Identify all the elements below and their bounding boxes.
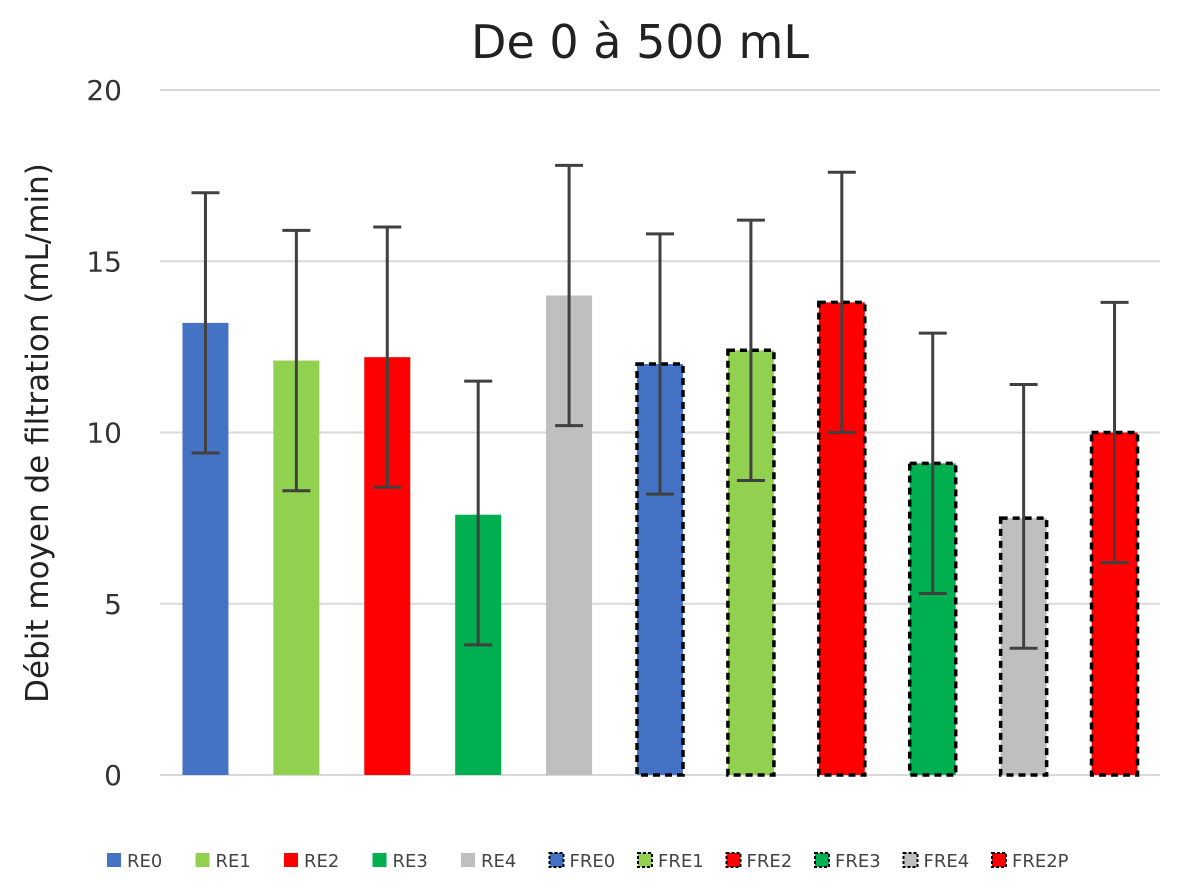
legend-swatch: [461, 853, 475, 867]
legend-label: FRE2: [747, 851, 793, 872]
y-tick-labels: 0 5 10 15 20: [86, 74, 122, 792]
error-bar-fre3: [918, 331, 947, 595]
legend-item-fre2: FRE2: [725, 851, 793, 872]
legend-item-re4: RE4: [461, 851, 516, 872]
legend-item-re3: RE3: [372, 851, 428, 872]
legend-swatch: [195, 853, 210, 867]
legend-swatch: [991, 852, 1007, 868]
legend-item-re1: RE1: [195, 851, 251, 872]
legend-swatch: [284, 853, 298, 867]
error-bar-fre0: [646, 232, 674, 496]
legend-swatch: [637, 852, 653, 868]
legend-label: FRE4: [924, 851, 970, 872]
legend-swatch: [107, 853, 121, 867]
error-bar-fre2: [827, 170, 856, 434]
error-bar-fre2p: [1100, 300, 1129, 565]
error-bar-fre1: [736, 218, 765, 482]
legend-item-fre3: FRE3: [814, 851, 881, 872]
y-tick-label: 15: [86, 245, 122, 278]
y-tick-label: 0: [104, 759, 122, 792]
legend-label: FRE0: [570, 851, 616, 872]
legend-label: RE1: [216, 851, 251, 872]
y-tick-label: 20: [86, 74, 122, 107]
legend-label: RE4: [481, 851, 516, 872]
legend-item-fre2p: FRE2P: [991, 851, 1069, 872]
legend-swatch: [725, 852, 742, 868]
legend-swatch: [372, 853, 387, 867]
legend-label: FRE3: [835, 851, 881, 872]
y-axis-label: Débit moyen de filtration (mL/min): [20, 163, 56, 703]
error-bar-re1: [282, 228, 311, 493]
error-bar-re2: [373, 225, 402, 489]
legend-label: RE2: [304, 851, 339, 872]
legend-item-fre4: FRE4: [902, 851, 970, 872]
legend-swatch: [902, 852, 919, 868]
y-tick-label: 10: [86, 417, 122, 450]
legend-item-fre1: FRE1: [637, 851, 704, 872]
legend-label: FRE1: [658, 851, 704, 872]
chart-title: De 0 à 500 mL: [471, 15, 809, 69]
legend-swatch: [548, 852, 565, 868]
legend: RE0 RE1 RE2 RE3 RE4 FRE0 FRE1 FRE2 FRE3 FRE4 FRE2P: [107, 851, 1069, 872]
legend-swatch: [814, 852, 830, 868]
legend-label: RE0: [127, 851, 162, 872]
error-bar-re0: [191, 191, 220, 455]
y-tick-label: 5: [104, 588, 122, 621]
error-bars: [191, 163, 1129, 650]
error-bar-fre4: [1009, 383, 1038, 650]
legend-label: FRE2P: [1012, 851, 1069, 872]
legend-label: RE3: [393, 851, 428, 872]
legend-item-re2: RE2: [284, 851, 339, 872]
legend-item-fre0: FRE0: [548, 851, 616, 872]
error-bar-re3: [464, 379, 493, 647]
legend-item-re0: RE0: [107, 851, 162, 872]
error-bar-re4: [555, 163, 584, 428]
